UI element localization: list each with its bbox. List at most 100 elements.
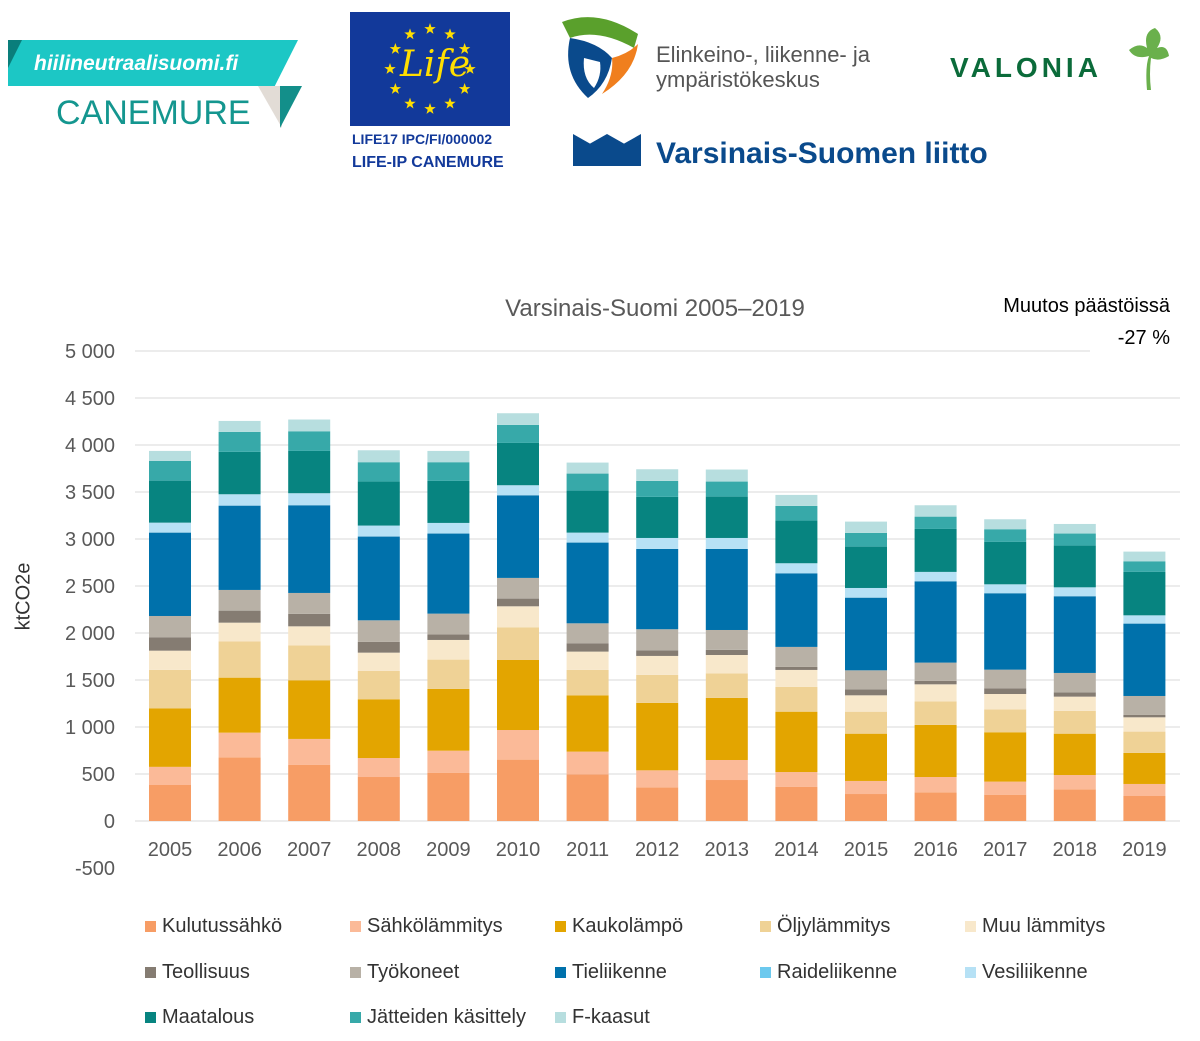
bar-segment xyxy=(427,634,470,640)
legend-item: Sähkölämmitys xyxy=(350,915,503,938)
bar-segment xyxy=(288,764,331,821)
bar-segment xyxy=(636,496,679,538)
bar-segment xyxy=(427,480,470,523)
bar-segment xyxy=(427,639,470,660)
bar-segment xyxy=(427,462,470,481)
bar-segment xyxy=(914,792,957,821)
legend-swatch xyxy=(555,921,566,932)
bar-segment xyxy=(497,424,539,443)
bar-segment xyxy=(497,606,539,628)
star-icon xyxy=(404,28,416,40)
bar-segment xyxy=(984,688,1027,695)
bar-segment xyxy=(845,587,887,598)
logo-banner xyxy=(8,40,298,86)
bar-segment xyxy=(775,786,818,821)
bar-segment xyxy=(705,537,748,549)
bar-segment xyxy=(636,770,679,788)
bar-segment xyxy=(1123,714,1166,718)
bar-segment xyxy=(775,520,818,564)
bar-segment xyxy=(636,469,679,481)
change-label: Muutos päästöissä xyxy=(1003,295,1170,317)
legend-swatch xyxy=(350,966,361,978)
legend-label: Kaukolämpö xyxy=(572,915,684,937)
bar-segment xyxy=(357,481,400,526)
x-tick-label: 2010 xyxy=(496,839,541,861)
eu-flag-icon xyxy=(350,12,510,126)
bar-segment xyxy=(357,670,400,700)
bar-segment xyxy=(705,697,748,760)
change-value: -27 % xyxy=(1117,327,1170,349)
bar-segment xyxy=(218,641,261,678)
legend-label: Muu lämmitys xyxy=(982,915,1106,937)
bar-segment xyxy=(149,532,191,616)
legend-item: Jätteiden käsittely xyxy=(350,1006,526,1029)
bar-segment xyxy=(845,780,887,795)
bar-segment xyxy=(357,777,400,821)
legend-item: Teollisuus xyxy=(145,961,250,984)
bar-segment xyxy=(1053,672,1096,693)
bar-segment xyxy=(357,641,400,653)
y-tick-label: 5 000 xyxy=(65,341,115,363)
bar-segment xyxy=(914,724,957,778)
bar-segment xyxy=(845,695,887,712)
bar-segment xyxy=(566,774,609,821)
legend-label: Jätteiden käsittely xyxy=(367,1006,526,1028)
bar-segment xyxy=(636,650,679,656)
y-tick-label: 1 500 xyxy=(65,670,115,692)
y-tick-label: 500 xyxy=(82,764,115,786)
x-tick-label: 2006 xyxy=(217,839,262,861)
bar-segment xyxy=(149,669,191,709)
y-tick-label: 3 000 xyxy=(65,529,115,551)
bar-segment xyxy=(636,537,679,549)
bar-segment xyxy=(149,480,191,523)
x-tick-label: 2007 xyxy=(287,839,332,861)
bar-segment xyxy=(497,413,539,425)
leaf-icon xyxy=(1129,28,1169,90)
legend-item: Vesiliikenne xyxy=(965,961,1088,984)
bar-segment xyxy=(1053,775,1096,790)
bar-segment xyxy=(497,485,539,496)
bar-segment xyxy=(845,711,887,734)
bar-segment xyxy=(775,646,818,667)
star-icon xyxy=(458,83,471,94)
bar-segment xyxy=(775,711,818,773)
bar-segment xyxy=(566,751,609,775)
legend-swatch xyxy=(145,1012,156,1023)
bar-segment xyxy=(357,450,400,463)
bar-segment xyxy=(288,431,331,451)
bar-segment xyxy=(218,451,261,495)
chart-title: Varsinais-Suomi 2005–2019 xyxy=(505,295,805,322)
legend-label: Kulutussähkö xyxy=(162,915,283,937)
x-tick-label: 2013 xyxy=(705,839,750,861)
legend-label: Maatalous xyxy=(162,1006,255,1028)
x-tick-label: 2019 xyxy=(1122,839,1167,861)
bar-segment xyxy=(705,469,748,482)
bar-segment xyxy=(218,589,261,611)
bar-segment xyxy=(427,659,470,689)
bar-segment xyxy=(427,750,470,773)
bar-segment xyxy=(218,505,261,590)
bar-segment xyxy=(984,709,1027,733)
bar-segment xyxy=(288,450,331,494)
legend-label: Tieliikenne xyxy=(572,960,667,983)
star-icon xyxy=(464,63,476,74)
bar-segment xyxy=(775,563,818,574)
bar-segment xyxy=(984,732,1027,782)
y-tick-label: 4 500 xyxy=(65,388,115,410)
bar-segment xyxy=(427,522,470,534)
bar-segment xyxy=(427,533,470,614)
bar-segment xyxy=(914,777,957,793)
bar-segment xyxy=(149,650,191,670)
bar-segment xyxy=(914,701,957,725)
life-text: Life xyxy=(400,44,471,85)
legend-label: Työkoneet xyxy=(367,960,460,983)
bar-segment xyxy=(636,787,679,821)
star-icon xyxy=(424,23,436,34)
bar-segment xyxy=(775,686,818,712)
bar-segment xyxy=(357,536,400,621)
bar-segment xyxy=(1053,545,1096,588)
ely-emblem-icon xyxy=(562,17,638,98)
bar-segment xyxy=(427,772,470,821)
